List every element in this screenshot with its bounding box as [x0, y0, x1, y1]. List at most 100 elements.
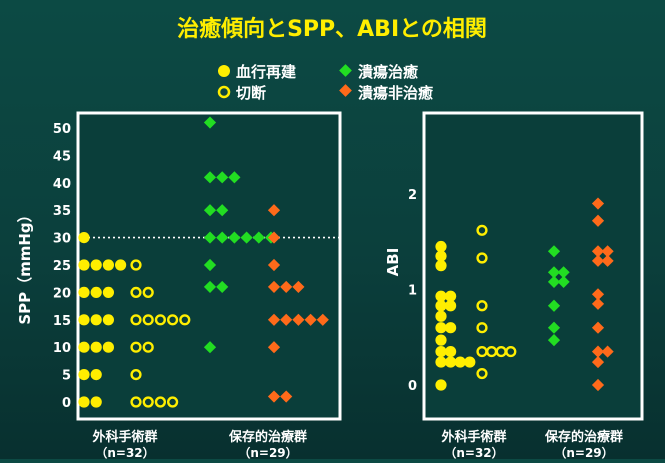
data-point-open-circle: [505, 345, 517, 358]
abi-group-label-conservative: 保存的治療群: [544, 429, 623, 445]
y-tick-label: 35: [53, 204, 71, 219]
data-point-diamond: [280, 390, 293, 403]
data-point-diamond: [216, 280, 229, 294]
data-point-open-circle: [179, 314, 191, 326]
y-tick-label: 5: [62, 369, 71, 384]
legend-marker-diamond: [339, 84, 352, 97]
data-point-open-circle: [476, 224, 488, 236]
legend-item-revascularization: 血行再建: [218, 63, 297, 81]
y-tick-label: 1: [408, 284, 417, 299]
data-point-diamond: [216, 171, 229, 184]
data-point-filled-circle: [102, 314, 114, 326]
abi-y-axis-label: ABI: [384, 248, 402, 277]
y-tick-label: 25: [53, 259, 71, 274]
data-point-filled-circle: [115, 259, 127, 271]
data-point-open-circle: [130, 259, 142, 271]
data-point-filled-circle: [78, 369, 90, 381]
data-point-diamond: [203, 341, 217, 354]
data-point-diamond: [292, 280, 305, 294]
data-point-filled-circle: [435, 356, 447, 368]
data-point-filled-circle: [90, 369, 102, 381]
data-point-open-circle: [130, 396, 142, 408]
data-point-diamond: [203, 204, 217, 217]
data-point-filled-circle: [435, 310, 447, 322]
data-point-diamond: [252, 231, 265, 244]
data-point-diamond: [280, 280, 293, 294]
y-tick-label: 20: [53, 286, 71, 301]
data-point-diamond: [203, 280, 217, 294]
abi-group-sublabel-surgery: （n=32）: [444, 445, 503, 459]
legend-item-amputation: 切断: [217, 84, 266, 102]
y-tick-label: 0: [408, 379, 417, 394]
data-point-open-circle: [167, 314, 179, 326]
y-tick-label: 2: [408, 188, 417, 203]
data-point-open-circle: [167, 396, 179, 408]
data-point-diamond: [267, 258, 281, 272]
data-point-filled-circle: [464, 356, 476, 368]
spp-group-sublabel-conservative: （n=29）: [238, 445, 297, 459]
y-tick-label: 0: [62, 396, 71, 411]
data-point-diamond: [267, 341, 281, 354]
data-point-filled-circle: [435, 240, 447, 253]
data-point-filled-circle: [90, 286, 102, 298]
data-point-diamond: [203, 258, 217, 272]
y-tick-label: 15: [53, 314, 71, 329]
data-point-diamond: [316, 313, 329, 326]
data-point-open-circle: [154, 314, 167, 326]
data-point-filled-circle: [445, 290, 457, 302]
data-point-open-circle: [130, 286, 142, 299]
legend-marker-diamond: [339, 64, 352, 77]
data-point-diamond: [267, 204, 281, 217]
data-point-diamond: [203, 171, 217, 184]
y-tick-label: 10: [53, 341, 71, 356]
data-point-filled-circle: [445, 300, 457, 312]
data-point-open-circle: [476, 300, 488, 312]
abi-panel: ABI 0 1 2 外科手術群 （n=32） 保存的治療群 （n=29）: [384, 111, 644, 460]
abi-plot-frame: [422, 111, 644, 421]
y-tick-label: 30: [53, 232, 71, 247]
data-point-diamond: [228, 171, 241, 184]
chart-title: 治癒傾向とSPP、ABIとの相関: [177, 16, 487, 42]
data-point-open-circle: [130, 369, 142, 381]
legend-item-ulcer-not-healed: 潰瘍非治癒: [339, 84, 434, 102]
data-point-diamond: [280, 313, 293, 326]
data-point-open-circle: [476, 322, 488, 334]
data-point-filled-circle: [90, 341, 102, 353]
data-point-diamond: [216, 231, 229, 244]
legend-item-ulcer-healed: 潰瘍治癒: [339, 63, 419, 81]
data-point-filled-circle: [435, 300, 447, 312]
spp-group-label-conservative: 保存的治療群: [228, 429, 307, 445]
data-point-open-circle: [476, 252, 488, 264]
spp-group-label-surgery: 外科手術群: [91, 429, 157, 445]
data-point-filled-circle: [90, 259, 102, 271]
y-tick-label: 45: [53, 149, 71, 164]
data-point-open-circle: [142, 314, 154, 326]
y-tick-label: 40: [53, 177, 71, 192]
data-point-filled-circle: [78, 396, 90, 408]
data-point-filled-circle: [435, 290, 447, 302]
data-point-filled-circle: [102, 259, 114, 271]
data-point-filled-circle: [435, 345, 447, 358]
abi-y-ticks: 0 1 2: [408, 188, 417, 394]
abi-group-sublabel-conservative: （n=29）: [554, 445, 613, 459]
legend-label: 潰瘍非治癒: [358, 84, 434, 102]
data-point-filled-circle: [435, 250, 447, 262]
abi-group-label-surgery: 外科手術群: [440, 429, 506, 445]
legend-label: 潰瘍治癒: [358, 63, 419, 81]
data-point-diamond: [228, 231, 241, 244]
legend-label: 切断: [236, 84, 266, 102]
data-point-filled-circle: [445, 356, 457, 368]
data-point-diamond: [267, 390, 281, 403]
data-point-filled-circle: [454, 356, 466, 368]
spp-group-sublabel-surgery: （n=32）: [95, 445, 154, 459]
data-point-filled-circle: [78, 232, 90, 244]
data-point-diamond: [203, 231, 217, 244]
data-point-filled-circle: [78, 286, 90, 298]
data-point-filled-circle: [78, 259, 90, 271]
data-point-diamond: [267, 280, 281, 294]
data-point-filled-circle: [102, 286, 114, 298]
data-point-filled-circle: [102, 341, 114, 353]
data-point-filled-circle: [78, 341, 90, 353]
